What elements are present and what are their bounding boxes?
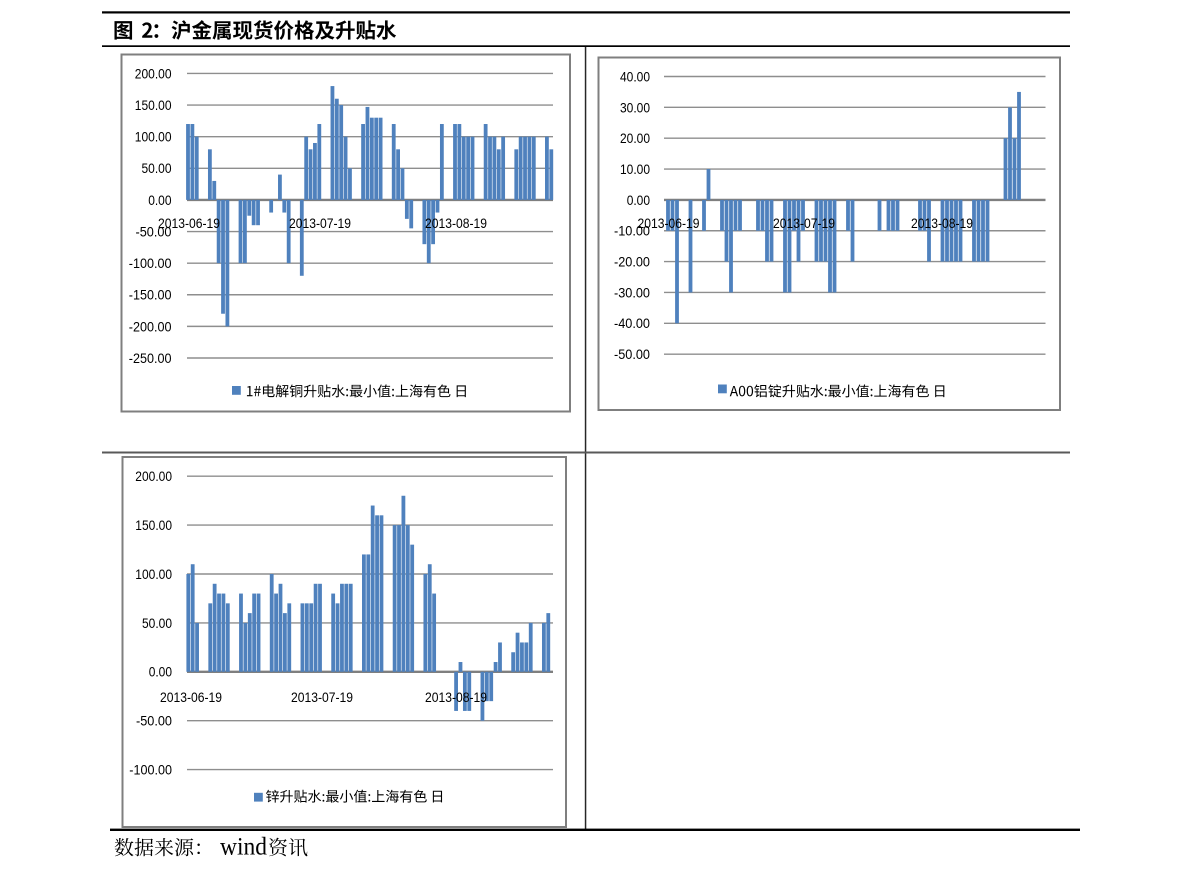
svg-text:30.00: 30.00 <box>620 99 650 115</box>
svg-text:0.00: 0.00 <box>148 192 171 208</box>
svg-text:-200.00: -200.00 <box>129 318 172 334</box>
svg-text:wind: wind <box>220 834 267 861</box>
svg-text:-40.00: -40.00 <box>614 315 650 331</box>
svg-text:-250.00: -250.00 <box>129 350 172 366</box>
svg-text:-100.00: -100.00 <box>129 255 172 271</box>
svg-text:2013-08-19: 2013-08-19 <box>425 215 487 231</box>
svg-text:-30.00: -30.00 <box>614 284 650 300</box>
svg-text:20.00: 20.00 <box>620 130 650 146</box>
svg-text:150.00: 150.00 <box>135 517 172 533</box>
svg-text:200.00: 200.00 <box>135 65 172 81</box>
svg-text:-10.00: -10.00 <box>614 223 650 239</box>
svg-text:2013-08-19: 2013-08-19 <box>911 215 973 231</box>
svg-text:-150.00: -150.00 <box>129 287 172 303</box>
svg-text:-50.00: -50.00 <box>136 223 172 239</box>
svg-text:2013-06-19: 2013-06-19 <box>160 689 222 705</box>
svg-text:2013-07-19: 2013-07-19 <box>291 689 353 705</box>
svg-text:2013-07-19: 2013-07-19 <box>773 215 835 231</box>
svg-text:10.00: 10.00 <box>620 161 650 177</box>
svg-text:50.00: 50.00 <box>142 160 172 176</box>
svg-text:-50.00: -50.00 <box>136 713 172 729</box>
svg-text:40.00: 40.00 <box>620 68 650 84</box>
svg-text:50.00: 50.00 <box>142 615 172 631</box>
svg-text:100.00: 100.00 <box>135 129 172 145</box>
svg-text:2013-08-19: 2013-08-19 <box>425 689 487 705</box>
svg-text:-20.00: -20.00 <box>614 254 650 270</box>
svg-text:2013-07-19: 2013-07-19 <box>289 215 351 231</box>
svg-text:150.00: 150.00 <box>135 97 172 113</box>
svg-text:0.00: 0.00 <box>149 664 172 680</box>
svg-text:-100.00: -100.00 <box>129 762 172 778</box>
svg-text:2013-06-19: 2013-06-19 <box>158 215 220 231</box>
svg-text:0.00: 0.00 <box>627 192 650 208</box>
svg-text:200.00: 200.00 <box>135 468 172 484</box>
svg-text:100.00: 100.00 <box>135 566 172 582</box>
svg-text:-50.00: -50.00 <box>614 346 650 362</box>
svg-text:2013-06-19: 2013-06-19 <box>638 215 700 231</box>
